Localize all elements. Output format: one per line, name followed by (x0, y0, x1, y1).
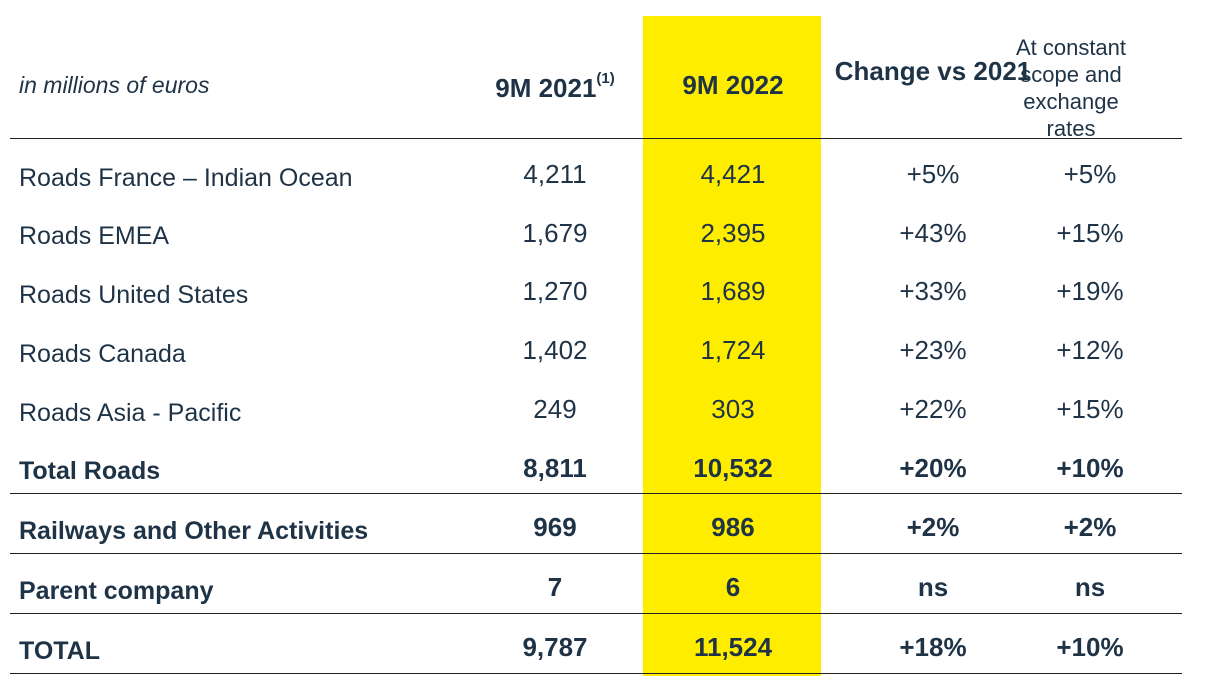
row-change: +2% (906, 512, 960, 542)
row-value-2022: 1,689 (700, 276, 766, 306)
row-label: Total Roads (19, 457, 161, 485)
row-constant: +15% (1056, 394, 1124, 424)
table-bottom-divider (10, 673, 1182, 674)
row-label: Roads France – Indian Ocean (19, 164, 353, 192)
row-change: +18% (899, 632, 967, 662)
header-divider (10, 138, 1182, 139)
row-value-2021: 4,211 (523, 159, 587, 189)
row-label: TOTAL (19, 637, 101, 665)
footnote-marker: (1) (596, 70, 615, 87)
row-value-2022: 1,724 (700, 335, 766, 365)
divider-after-total-roads (10, 493, 1182, 494)
row-constant: +2% (1063, 512, 1117, 542)
divider-after-parent-company (10, 613, 1182, 614)
row-change: ns (917, 572, 949, 602)
row-constant: +10% (1056, 632, 1124, 662)
row-value-2021: 1,679 (522, 218, 588, 248)
row-value-2022: 4,421 (700, 159, 766, 189)
row-constant: +10% (1056, 453, 1124, 483)
row-constant: +19% (1056, 276, 1124, 306)
units-label: in millions of euros (19, 72, 210, 98)
row-label: Roads EMEA (19, 222, 170, 250)
row-change: +20% (899, 453, 967, 483)
header-change-vs-2021: Change vs 2021 (834, 56, 1032, 86)
highlight-column-9m-2022 (643, 16, 821, 676)
row-label: Parent company (19, 577, 214, 605)
divider-after-railways (10, 553, 1182, 554)
row-value-2021: 249 (533, 394, 577, 424)
row-change: +22% (899, 394, 967, 424)
row-value-2022: 303 (711, 394, 755, 424)
header-9m-2022: 9M 2022 (682, 70, 784, 100)
row-constant: ns (1074, 572, 1106, 602)
row-constant: +15% (1056, 218, 1124, 248)
row-label: Roads Asia - Pacific (19, 399, 242, 427)
row-value-2022: 10,532 (693, 453, 773, 483)
row-label: Railways and Other Activities (19, 517, 369, 545)
row-value-2021: 7 (547, 572, 563, 602)
row-change: +43% (899, 218, 967, 248)
row-value-2021: 9,787 (522, 632, 588, 662)
row-value-2022: 11,524 (693, 632, 773, 662)
row-value-2022: 6 (725, 572, 741, 602)
header-constant-scope: At constant scope and exchange rates (1015, 35, 1127, 141)
row-value-2021: 8,811 (523, 453, 587, 483)
row-change: +5% (906, 159, 960, 189)
row-value-2021: 1,402 (522, 335, 588, 365)
row-label: Roads United States (19, 281, 249, 309)
row-value-2021: 1,270 (522, 276, 588, 306)
row-change: +23% (899, 335, 967, 365)
row-constant: +5% (1063, 159, 1117, 189)
row-change: +33% (899, 276, 967, 306)
row-value-2021: 969 (533, 512, 577, 542)
header-9m-2021-text: 9M 2021 (495, 73, 597, 103)
row-value-2022: 986 (711, 512, 755, 542)
header-9m-2021: 9M 2021(1) (490, 70, 620, 104)
row-label: Roads Canada (19, 340, 186, 368)
row-value-2022: 2,395 (700, 218, 766, 248)
row-constant: +12% (1056, 335, 1124, 365)
